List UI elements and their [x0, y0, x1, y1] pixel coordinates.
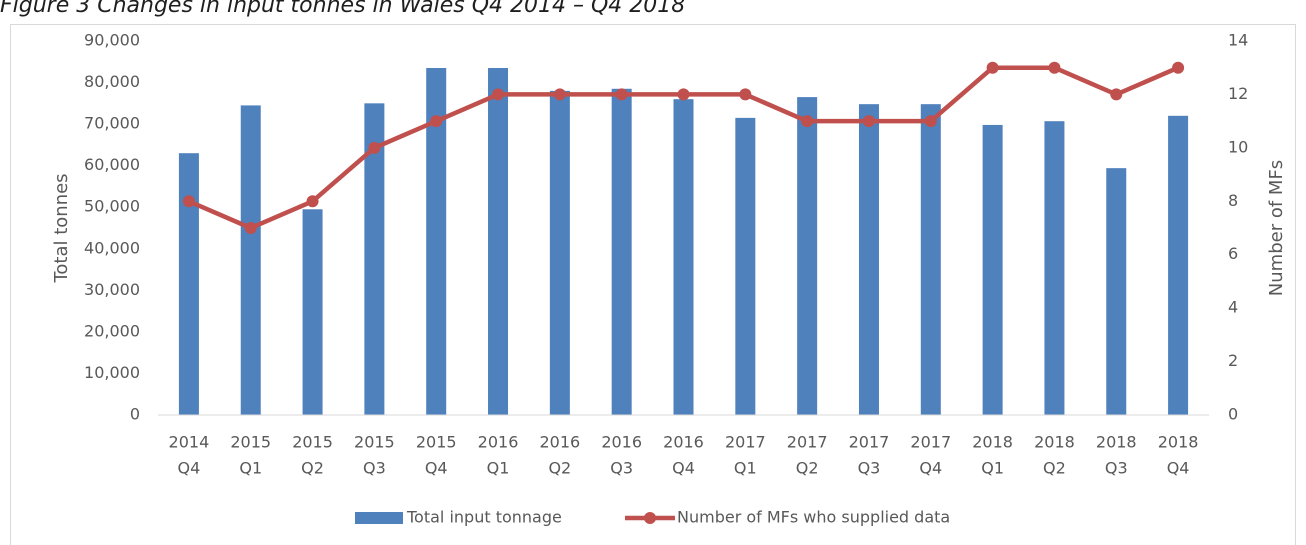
- x-tick-label: 2017: [849, 433, 890, 452]
- x-tick-label: 2015: [354, 433, 395, 452]
- x-tick-label: 2016: [539, 433, 580, 452]
- line-marker: [244, 222, 257, 234]
- y-tick-label: 50,000: [84, 197, 140, 216]
- bar: [735, 117, 756, 415]
- line-marker: [924, 115, 937, 128]
- line-marker: [368, 141, 381, 154]
- x-tick-label: Q1: [487, 459, 510, 478]
- bar: [1106, 168, 1127, 415]
- bar: [364, 103, 385, 415]
- legend-label: Total input tonnage: [406, 508, 562, 527]
- y-tick-label: 40,000: [84, 238, 140, 257]
- bar: [240, 105, 261, 416]
- x-tick-label: Q3: [1105, 459, 1128, 478]
- x-tick-label: Q2: [1043, 459, 1066, 478]
- line-marker: [1110, 88, 1123, 101]
- line-marker: [615, 88, 628, 101]
- bar: [797, 97, 818, 415]
- x-tick-label: Q4: [178, 459, 201, 478]
- x-tick-label: Q1: [734, 459, 757, 478]
- y2-tick-label: 2: [1228, 351, 1238, 370]
- y-tick-label: 80,000: [84, 72, 140, 91]
- x-tick-label: 2018: [1034, 433, 1075, 452]
- line-marker: [182, 195, 195, 208]
- line-marker: [553, 88, 566, 101]
- y-tick-label: 70,000: [84, 114, 140, 133]
- x-tick-label: 2016: [478, 433, 519, 452]
- bar: [858, 104, 879, 416]
- bar: [982, 124, 1003, 415]
- line-marker: [801, 115, 814, 128]
- legend-swatch: [355, 512, 403, 524]
- x-tick-label: 2015: [416, 433, 457, 452]
- x-tick-label: 2016: [663, 433, 704, 452]
- x-tick-label: Q4: [425, 459, 448, 478]
- x-tick-label: Q1: [981, 459, 1004, 478]
- y-tick-label: 0: [130, 405, 140, 424]
- x-tick-label: 2015: [230, 433, 271, 452]
- x-tick-label: Q2: [301, 459, 324, 478]
- y2-tick-label: 6: [1228, 244, 1238, 263]
- x-tick-label: 2014: [169, 433, 210, 452]
- line-marker: [986, 61, 999, 74]
- x-tick-label: Q1: [239, 459, 262, 478]
- y-tick-label: 90,000: [84, 31, 140, 50]
- x-tick-label: Q3: [858, 459, 881, 478]
- bar: [549, 90, 570, 415]
- y2-axis-label: Number of MFs: [1266, 160, 1287, 296]
- bar: [302, 209, 323, 415]
- chart-border: [10, 24, 1296, 545]
- line-marker: [1048, 61, 1061, 74]
- bar: [178, 153, 199, 415]
- line-marker: [430, 115, 443, 128]
- y2-tick-label: 4: [1228, 298, 1238, 317]
- line-marker: [306, 195, 319, 208]
- x-tick-label: 2018: [1158, 433, 1199, 452]
- chart-title: Figure 3 Changes in input tonnes in Wale…: [0, 0, 685, 18]
- legend-label: Number of MFs who supplied data: [677, 508, 950, 527]
- bar: [673, 99, 694, 415]
- line-marker: [492, 88, 505, 101]
- x-tick-label: Q4: [1167, 459, 1190, 478]
- line-marker: [1172, 61, 1185, 74]
- y-tick-label: 60,000: [84, 155, 140, 174]
- x-tick-label: Q2: [796, 459, 819, 478]
- bar: [611, 88, 632, 416]
- x-tick-label: Q3: [363, 459, 386, 478]
- x-tick-label: 2017: [910, 433, 951, 452]
- line-marker: [739, 88, 752, 101]
- y-tick-label: 20,000: [84, 321, 140, 340]
- bar: [920, 104, 941, 416]
- line-marker: [862, 115, 875, 128]
- legend-swatch: [644, 512, 656, 524]
- bar: [488, 68, 509, 415]
- y-axis-label: Total tonnes: [51, 173, 72, 283]
- x-tick-label: Q2: [548, 459, 571, 478]
- y2-tick-label: 8: [1228, 191, 1238, 210]
- x-tick-label: 2015: [292, 433, 333, 452]
- x-tick-label: Q4: [672, 459, 695, 478]
- x-tick-label: 2018: [1096, 433, 1137, 452]
- y2-tick-label: 0: [1228, 405, 1238, 424]
- y-tick-label: 10,000: [84, 363, 140, 382]
- line-marker: [677, 88, 690, 101]
- x-tick-label: 2016: [601, 433, 642, 452]
- x-tick-label: 2017: [787, 433, 828, 452]
- x-tick-label: Q3: [610, 459, 633, 478]
- bar: [426, 68, 447, 415]
- y2-tick-label: 14: [1228, 31, 1248, 50]
- x-tick-label: 2018: [972, 433, 1013, 452]
- y2-tick-label: 12: [1228, 84, 1248, 103]
- x-tick-label: 2017: [725, 433, 766, 452]
- bar: [1044, 121, 1065, 416]
- bar: [1168, 115, 1189, 416]
- y-tick-label: 30,000: [84, 280, 140, 299]
- y2-tick-label: 10: [1228, 137, 1248, 156]
- x-tick-label: Q4: [919, 459, 942, 478]
